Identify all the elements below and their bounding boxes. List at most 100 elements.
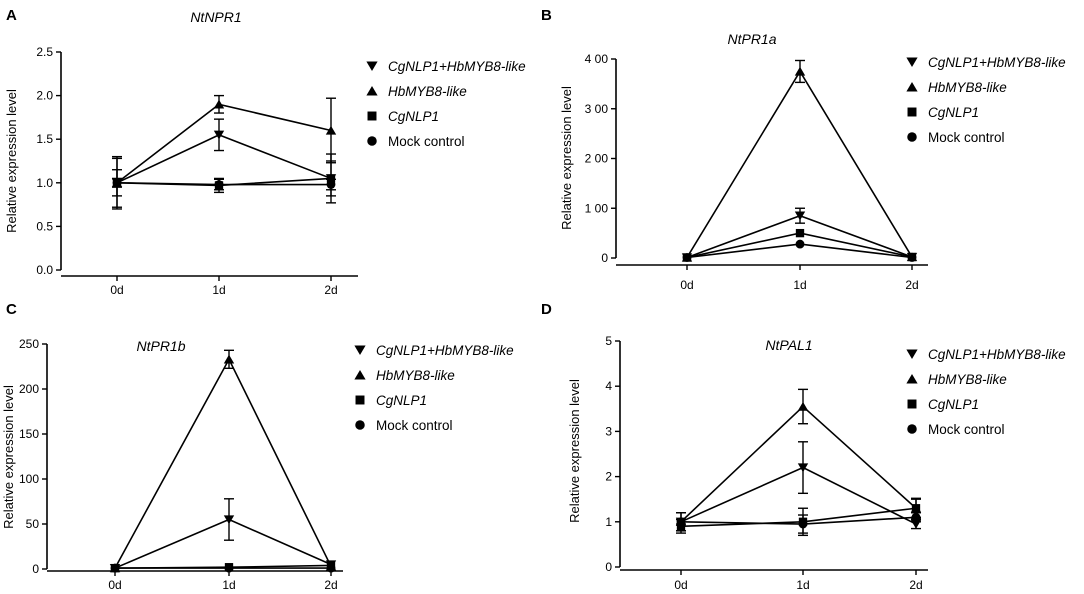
y-tick-label: 1.5: [36, 132, 53, 146]
series-line: [680, 516, 917, 525]
legend-marker: [355, 395, 365, 405]
data-point: [798, 519, 808, 529]
y-tick-label: 1 00: [585, 201, 609, 215]
data-point: [326, 180, 336, 189]
data-point: [911, 504, 921, 513]
legend-label: CgNLP1: [928, 105, 979, 120]
y-tick-label: 4: [605, 379, 612, 393]
legend: CgNLP1+HbMYB8-like HbMYB8-like CgNLP1 Mock …: [906, 55, 1066, 145]
legend-label: HbMYB8-like: [376, 368, 455, 383]
data-point: [795, 228, 805, 238]
y-axis-label: Relative expression level: [567, 379, 582, 523]
data-point: [794, 66, 806, 76]
data-point: [682, 253, 692, 262]
series-CgNLP1+HbMYB8-like: [111, 118, 337, 208]
x-tick-label: 1d: [793, 278, 806, 292]
legend-label: Mock control: [376, 418, 453, 433]
series-CgNLP1+HbMYB8-like: [109, 498, 337, 573]
legend-marker: [906, 349, 918, 360]
legend-marker: [906, 57, 918, 68]
y-tick-label: 150: [19, 427, 39, 441]
x-tick-label: 2d: [324, 578, 337, 592]
legend-label: CgNLP1+HbMYB8-like: [928, 55, 1066, 70]
series-line: [114, 518, 332, 569]
y-tick-label: 0: [601, 251, 608, 265]
y-tick-label: 4 00: [585, 52, 609, 66]
legend-label: CgNLP1+HbMYB8-like: [376, 343, 514, 358]
series-Mock control: [682, 239, 917, 262]
legend-marker: [354, 369, 366, 380]
chart-title: NtNPR1: [190, 9, 241, 25]
series-Mock control: [110, 563, 336, 573]
y-tick-label: 3 00: [585, 102, 609, 116]
x-tick-label: 0d: [680, 278, 693, 292]
x-tick-label: 1d: [222, 578, 235, 592]
y-tick-label: 0.5: [36, 219, 53, 233]
y-axis-label: Relative expression level: [559, 86, 574, 230]
series-Mock control: [676, 512, 921, 534]
data-point: [213, 99, 225, 109]
chart-title: NtPAL1: [765, 337, 812, 353]
y-axis-label: Relative expression level: [4, 89, 19, 233]
y-axis-label: Relative expression level: [1, 385, 16, 529]
data-point: [326, 174, 336, 183]
panel-letter: B: [541, 7, 552, 24]
data-point: [676, 517, 686, 527]
panel-B: B NtPR1a 0 1 00 2 00 3 00 4 00 0d 1d 2d Relative e…: [541, 7, 1066, 292]
data-point: [214, 180, 224, 189]
y-tick-label: 50: [26, 517, 40, 531]
y-tick-label: 1: [605, 515, 612, 529]
y-tick-label: 3: [605, 424, 612, 438]
legend-marker: [366, 61, 378, 72]
panel-C: C NtPR1b 0 50 100 150 200 250 0d 1d 2d Relative exp…: [1, 301, 514, 592]
panel-A: A NtNPR1 0.0 0.5 1.0 1.5 2.0 2.5 0d 1d 2d Relative …: [4, 7, 526, 297]
y-tick-label: 0: [605, 560, 612, 574]
data-point: [797, 401, 809, 411]
series-line: [114, 357, 332, 569]
legend-marker: [354, 345, 366, 356]
chart-title: NtPR1a: [727, 31, 776, 47]
legend-marker: [907, 107, 917, 117]
legend-marker: [366, 85, 378, 96]
data-point: [224, 563, 234, 573]
y-tick-label: 5: [605, 334, 612, 348]
data-point: [213, 130, 225, 140]
legend-marker: [367, 111, 377, 121]
data-point: [110, 563, 120, 573]
series-HbMYB8-like: [109, 349, 337, 573]
series-CgNLP1+HbMYB8-like: [675, 441, 922, 532]
legend-label: CgNLP1: [928, 397, 979, 412]
series-CgNLP1: [676, 498, 921, 537]
y-tick-label: 0.0: [36, 263, 53, 277]
x-tick-label: 0d: [110, 283, 123, 297]
data-point: [794, 211, 806, 221]
legend-label: CgNLP1+HbMYB8-like: [388, 59, 526, 74]
data-point: [676, 522, 686, 531]
panel-D: D NtPAL1 0 1 2 3 4 5 0d 1d 2d Relative expression l…: [541, 301, 1066, 592]
y-tick-label: 2.5: [36, 45, 53, 59]
series-HbMYB8-like: [675, 388, 922, 532]
legend: CgNLP1+HbMYB8-like HbMYB8-like CgNLP1 Mock …: [366, 59, 526, 149]
legend-label: HbMYB8-like: [388, 84, 467, 99]
series-Mock control: [112, 177, 336, 191]
legend-marker: [906, 373, 918, 384]
legend-marker: [907, 424, 917, 434]
legend-marker: [907, 399, 917, 409]
x-tick-label: 0d: [108, 578, 121, 592]
y-tick-label: 0: [32, 562, 39, 576]
y-tick-label: 2 00: [585, 152, 609, 166]
legend-label: CgNLP1+HbMYB8-like: [928, 347, 1066, 362]
y-tick-label: 250: [19, 337, 39, 351]
data-point: [112, 178, 122, 188]
data-point: [325, 125, 337, 135]
legend-label: HbMYB8-like: [928, 80, 1007, 95]
legend-marker: [355, 420, 365, 430]
data-point: [223, 515, 235, 525]
panel-letter: A: [6, 7, 17, 24]
x-tick-label: 1d: [796, 578, 809, 592]
legend-marker: [367, 136, 377, 146]
legend-label: CgNLP1: [376, 393, 427, 408]
legend-label: Mock control: [928, 422, 1005, 437]
series-line: [116, 103, 332, 184]
